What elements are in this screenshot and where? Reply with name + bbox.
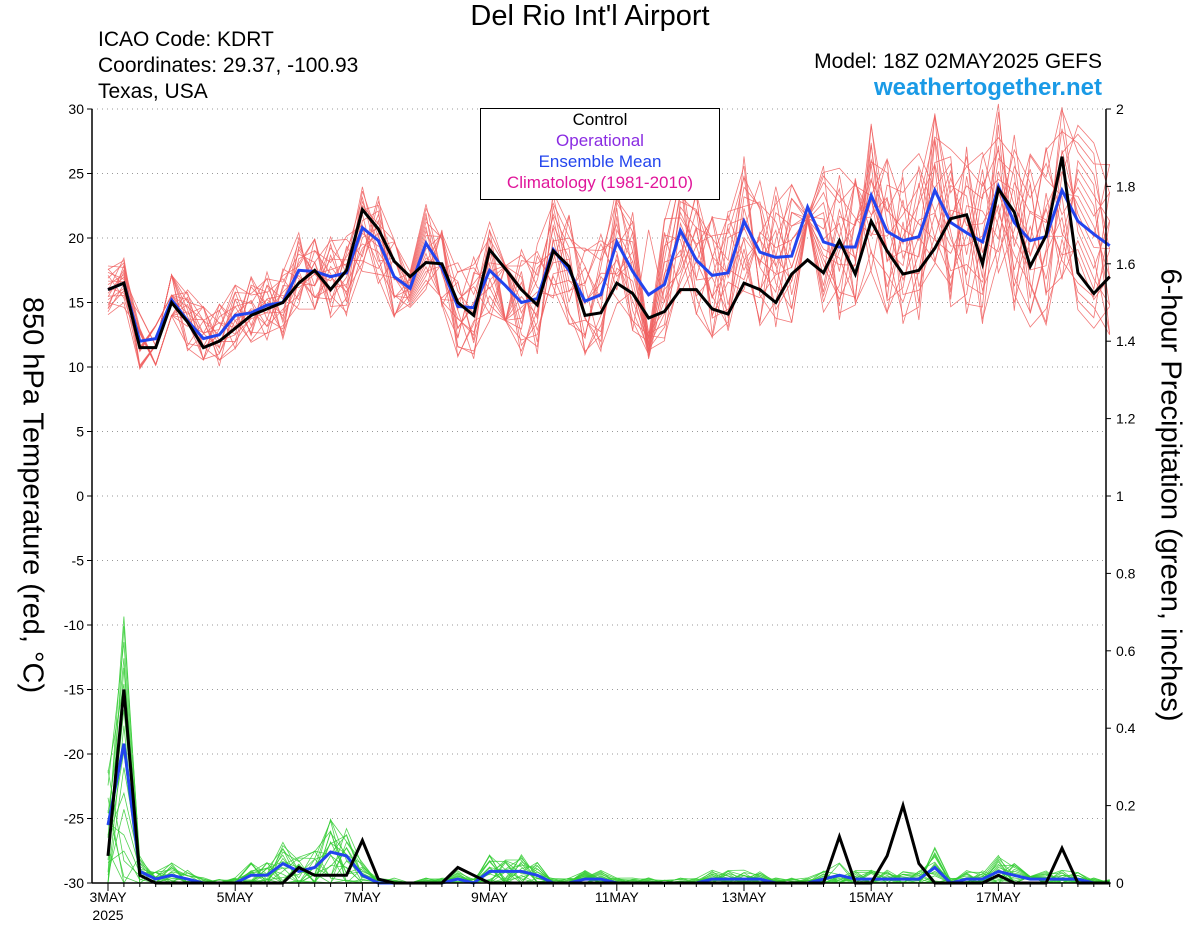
x-tick-year: 2025	[92, 907, 123, 923]
y-left-tick-label: 20	[68, 230, 84, 246]
x-tick-label: 17MAY	[976, 889, 1022, 905]
temp-member-line	[107, 116, 1111, 355]
precip-member-line	[108, 817, 1110, 884]
y-right-tick-label: 2	[1116, 101, 1124, 117]
precip-member-line	[107, 751, 1110, 884]
x-tick-label: 11MAY	[595, 889, 639, 905]
x-tick-label: 5MAY	[217, 889, 255, 905]
x-tick-label: 13MAY	[722, 889, 768, 905]
legend-control: Control	[572, 110, 628, 129]
y-left-tick-label: 15	[68, 295, 84, 311]
x-tick-label: 15MAY	[849, 889, 895, 905]
y-right-tick-label: 1.6	[1116, 256, 1136, 272]
precip-member-line	[107, 667, 1110, 884]
y-left-tick-label: 5	[76, 424, 84, 440]
chart-title: Del Rio Int'l Airport	[470, 0, 710, 32]
series-lines	[106, 156, 1111, 885]
y-left-tick-label: 30	[68, 101, 84, 117]
y-right-tick-label: 0.6	[1116, 643, 1136, 659]
y-right-tick-label: 0	[1116, 875, 1124, 891]
region: Texas, USA	[98, 80, 208, 103]
legend-mean: Ensemble Mean	[538, 152, 662, 171]
y-left-tick-label: -15	[64, 682, 84, 698]
temp-member-line	[107, 131, 1110, 367]
y-right-tick-label: 1.8	[1116, 178, 1136, 194]
precip-member-line	[107, 626, 1110, 884]
temp-mean-line	[107, 181, 1111, 343]
y-left-tick-label: -20	[64, 746, 84, 762]
legend-operational: Operational	[556, 131, 644, 150]
y-left-tick-label: -25	[64, 811, 84, 827]
icao-code: ICAO Code: KDRT	[98, 28, 274, 51]
temp-member-line	[107, 136, 1111, 367]
tick-labels: 302520151050-5-10-15-20-25-3021.81.61.41…	[64, 101, 1136, 923]
precip-member-line	[107, 699, 1110, 884]
y-right-tick-label: 1	[1116, 488, 1124, 504]
temp-member-line	[107, 103, 1111, 366]
precip-control-line	[106, 689, 1110, 885]
y-left-tick-label: -30	[64, 875, 84, 891]
y-left-tick-label: 0	[76, 488, 84, 504]
precip-mean-line	[106, 743, 1110, 885]
precip-member-line	[107, 709, 1110, 884]
legend: Control Operational Ensemble Mean Climat…	[480, 108, 720, 200]
y-right-tick-label: 0.4	[1116, 720, 1136, 736]
precip-member-line	[107, 642, 1110, 884]
precip-member-line	[107, 616, 1110, 884]
x-tick-label: 3MAY	[89, 889, 127, 905]
x-tick-label: 9MAY	[471, 889, 509, 905]
y-left-tick-label: 10	[68, 359, 84, 375]
ensemble-member-lines	[107, 103, 1111, 885]
model-run: Model: 18Z 02MAY2025 GEFS	[814, 50, 1102, 73]
x-tick-label: 7MAY	[344, 889, 382, 905]
temp-member-line	[107, 111, 1111, 347]
y-right-tick-label: 1.4	[1116, 333, 1136, 349]
y-right-tick-label: 1.2	[1116, 411, 1136, 427]
precip-member-line	[107, 658, 1110, 884]
y-axis-left-label: 850 hPa Temperature (red, °C)	[16, 296, 49, 694]
legend-climatology: Climatology (1981-2010)	[506, 173, 694, 192]
axes	[87, 108, 1111, 891]
coordinates: Coordinates: 29.37, -100.93	[98, 54, 359, 77]
precip-member-line	[107, 725, 1110, 884]
y-left-tick-label: 25	[68, 166, 84, 182]
temp-control-line	[107, 156, 1111, 350]
y-left-tick-label: -5	[72, 553, 85, 569]
precip-member-line	[107, 683, 1110, 884]
y-right-tick-label: 0.2	[1116, 798, 1136, 814]
y-right-tick-label: 0.8	[1116, 565, 1136, 581]
site-link[interactable]: weathertogether.net	[873, 74, 1102, 101]
precip-member-line	[107, 767, 1110, 884]
y-left-tick-label: -10	[64, 617, 84, 633]
y-axis-right-label: 6-hour Precipitation (green, inches)	[1154, 268, 1187, 722]
precip-member-line	[107, 770, 1110, 884]
